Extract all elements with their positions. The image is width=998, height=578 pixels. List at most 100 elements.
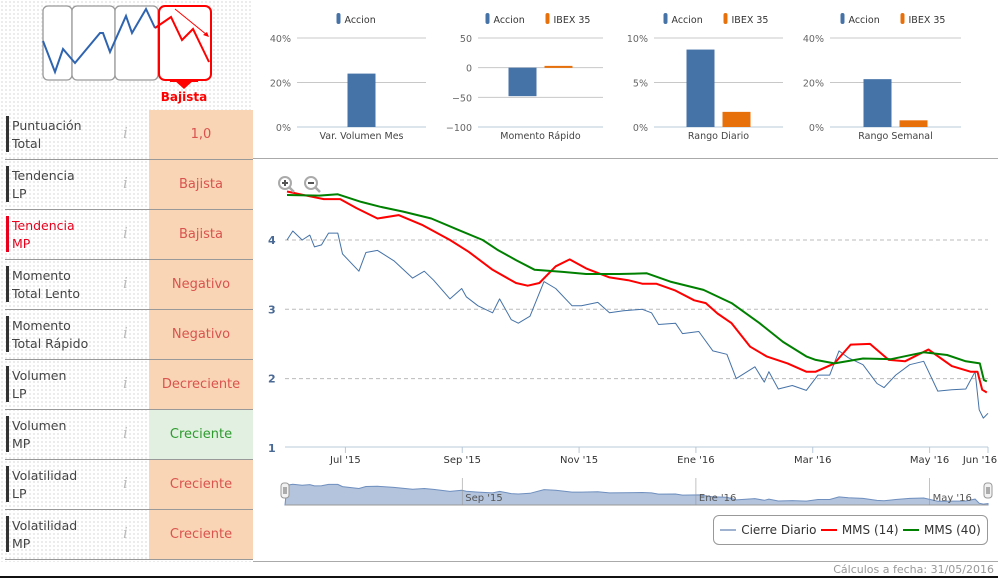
legend-label[interactable]: IBEX 35 bbox=[732, 15, 769, 26]
legend-label: MMS (40) bbox=[923, 523, 981, 537]
info-icon[interactable]: i bbox=[123, 224, 128, 242]
signal-label: Bajista bbox=[161, 90, 207, 104]
info-icon[interactable]: i bbox=[123, 274, 128, 292]
indicator-value: Decreciente bbox=[149, 360, 253, 409]
legend-item-mms14[interactable]: MMS (14) bbox=[820, 523, 899, 537]
legend-label[interactable]: IBEX 35 bbox=[554, 15, 591, 26]
mini-chart-1: 40% 20% 0% Accion Var. Volumen Mes bbox=[270, 13, 426, 142]
row-marker bbox=[6, 116, 9, 152]
y-tick-label: 20% bbox=[270, 79, 291, 90]
x-tick-label: Ene '16 bbox=[677, 455, 714, 466]
info-icon[interactable]: i bbox=[123, 474, 128, 492]
legend-label[interactable]: Accion bbox=[345, 15, 376, 26]
y-tick-label: 0% bbox=[809, 123, 824, 134]
chart-title: Momento Rápido bbox=[500, 131, 581, 142]
row-marker bbox=[6, 266, 9, 302]
navigator-label: May '16 bbox=[933, 493, 972, 504]
chart-legend: Cierre Diario MMS (14) MMS (40) bbox=[713, 515, 988, 545]
y-tick-label: −100 bbox=[446, 123, 472, 134]
row-marker bbox=[6, 216, 9, 252]
info-icon[interactable]: i bbox=[123, 174, 128, 192]
navigator-handle-right[interactable] bbox=[983, 482, 993, 499]
indicator-row: Momento Total Lento i Negativo bbox=[5, 260, 253, 310]
chart-title: Rango Semanal bbox=[858, 131, 933, 142]
series-mms-14-[interactable] bbox=[286, 190, 988, 394]
info-icon[interactable]: i bbox=[123, 424, 128, 442]
bar-accion[interactable] bbox=[686, 49, 715, 127]
zoom-in-icon[interactable] bbox=[277, 175, 295, 193]
indicator-row: Volumen LP i Decreciente bbox=[5, 360, 253, 410]
bar-ibex-35[interactable] bbox=[899, 120, 928, 127]
x-tick-label: May '16 bbox=[910, 455, 949, 466]
handle-body bbox=[983, 482, 993, 499]
navigator-label: Ene '16 bbox=[699, 493, 736, 504]
chart-title: Var. Volumen Mes bbox=[319, 131, 403, 142]
bar-accion[interactable] bbox=[508, 67, 537, 97]
indicator-value: Negativo bbox=[149, 260, 253, 309]
legend-item-cierre[interactable]: Cierre Diario bbox=[720, 523, 816, 537]
indicator-value: Bajista bbox=[149, 160, 253, 209]
chart-title: Rango Diario bbox=[688, 131, 749, 142]
mini-chart-2: 50 0 −50 −100 Accion IBEX 35 Momento Rápido bbox=[446, 13, 603, 142]
indicator-label: Momento Total Lento bbox=[12, 268, 81, 301]
info-icon[interactable]: i bbox=[123, 374, 128, 392]
legend-swatch bbox=[840, 13, 845, 24]
indicator-label: Puntuación Total bbox=[12, 118, 82, 151]
legend-swatch bbox=[485, 13, 490, 24]
info-icon[interactable]: i bbox=[123, 324, 128, 342]
indicator-value: 1,0 bbox=[149, 110, 253, 159]
y-tick-label: 0% bbox=[633, 123, 648, 134]
info-icon[interactable]: i bbox=[123, 124, 128, 142]
legend-swatch bbox=[663, 13, 668, 24]
divider bbox=[253, 158, 998, 159]
bar-accion[interactable] bbox=[347, 73, 376, 127]
series-mms-40-[interactable] bbox=[286, 193, 988, 383]
row-marker bbox=[6, 516, 9, 552]
y-tick-label: 0% bbox=[276, 123, 291, 134]
indicator-value: Creciente bbox=[149, 460, 253, 509]
indicator-row: Tendencia LP i Bajista bbox=[5, 160, 253, 210]
handle-body bbox=[280, 482, 290, 499]
bar-ibex-35[interactable] bbox=[722, 111, 751, 127]
y-tick-label: −50 bbox=[452, 93, 472, 104]
indicator-panel: Bajista Puntuación Total i 1,0 Tendencia L… bbox=[0, 0, 253, 562]
navigator-area bbox=[284, 483, 989, 506]
y-tick-label: 1 bbox=[268, 442, 276, 455]
price-chart[interactable]: 4 3 2 1 Jul '15 Sep '15 Nov '15 Ene '16 Mar '16 M… bbox=[0, 0, 998, 515]
series-cierre-diario[interactable] bbox=[286, 230, 989, 419]
indicator-row: Puntuación Total i 1,0 bbox=[5, 110, 253, 160]
bottom-border bbox=[0, 576, 998, 578]
calc-date: Cálculos a fecha: 31/05/2016 bbox=[833, 563, 994, 576]
legend-label[interactable]: Accion bbox=[672, 15, 703, 26]
bar-ibex-35[interactable] bbox=[544, 65, 573, 68]
x-tick-label: Sep '15 bbox=[444, 455, 482, 466]
row-marker bbox=[6, 166, 9, 202]
info-icon[interactable]: i bbox=[123, 524, 128, 542]
indicator-label: Volumen MP bbox=[12, 418, 67, 451]
mini-chart-3: 10% 5% 0% Accion IBEX 35 Rango Diario bbox=[627, 13, 783, 142]
indicator-row: Momento Total Rápido i Negativo bbox=[5, 310, 253, 360]
legend-label[interactable]: IBEX 35 bbox=[909, 15, 946, 26]
legend-label[interactable]: Accion bbox=[494, 15, 525, 26]
bar-accion[interactable] bbox=[863, 79, 892, 127]
navigator-label: Sep '15 bbox=[465, 493, 503, 504]
legend-swatch bbox=[723, 13, 728, 24]
row-marker bbox=[6, 466, 9, 502]
indicator-row: Volumen MP i Creciente bbox=[5, 410, 253, 460]
y-tick-label: 5% bbox=[633, 79, 648, 90]
legend-swatch bbox=[900, 13, 905, 24]
legend-item-mms40[interactable]: MMS (40) bbox=[902, 523, 981, 537]
row-marker bbox=[6, 366, 9, 402]
legend-swatch bbox=[336, 13, 341, 24]
y-tick-label: 0 bbox=[466, 64, 472, 75]
mini-chart-4: 40% 20% 0% Accion IBEX 35 Rango Semanal bbox=[803, 13, 961, 142]
x-tick-label: Nov '15 bbox=[560, 455, 598, 466]
indicator-label: Volatilidad LP bbox=[12, 468, 78, 501]
navigator-handle-left[interactable] bbox=[280, 482, 290, 499]
indicator-label: Momento Total Rápido bbox=[12, 318, 89, 351]
x-tick-label: Mar '16 bbox=[794, 455, 832, 466]
y-tick-label: 3 bbox=[268, 303, 276, 316]
legend-label[interactable]: Accion bbox=[849, 15, 880, 26]
zoom-out-icon[interactable] bbox=[303, 175, 321, 193]
indicator-value: Negativo bbox=[149, 310, 253, 359]
